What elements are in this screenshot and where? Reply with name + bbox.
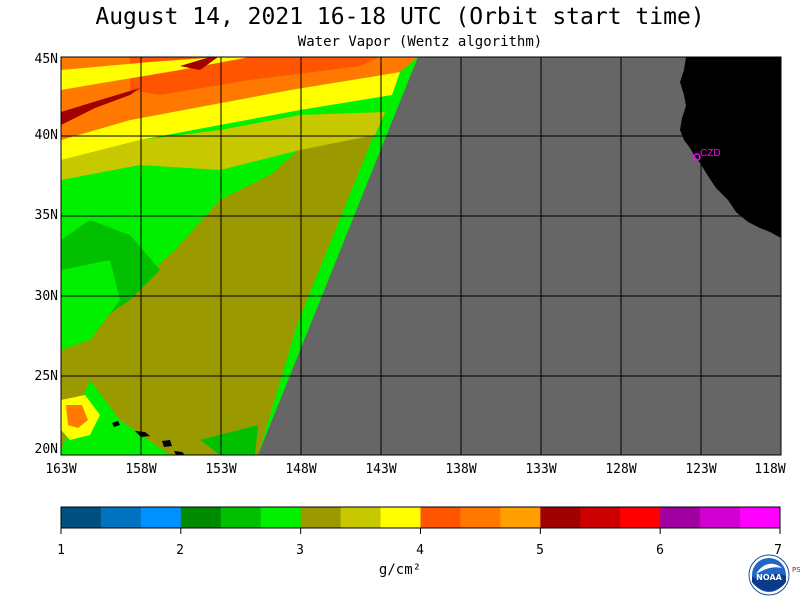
hawaii-island-4: [174, 451, 185, 455]
colorbar-swatch: [100, 507, 142, 528]
lon-label-148w: 148W: [285, 462, 317, 477]
noaa-logo-icon: NOAA: [748, 554, 790, 596]
lon-label-153w: 153W: [205, 462, 237, 477]
colorbar-swatch: [540, 507, 581, 528]
station-marker: [693, 153, 701, 161]
colorbar-swatch: [380, 507, 421, 528]
lon-label-138w: 138W: [445, 462, 477, 477]
swath-darkred-top: [180, 57, 218, 70]
colorbar-swatch: [420, 507, 461, 528]
swath-yellow-band: [61, 72, 400, 160]
lon-label-158w: 158W: [125, 462, 157, 477]
lon-label-133w: 133W: [525, 462, 557, 477]
map-frame: [60, 56, 782, 456]
colorbar-swatch: [140, 507, 182, 528]
colorbar-swatch: [61, 507, 102, 528]
north-america-land: [680, 57, 781, 238]
swath-green-bottom: [200, 425, 258, 455]
colorbar-tick-4: 4: [416, 543, 424, 558]
swath-darkred-streak: [61, 88, 140, 125]
lon-label-123w: 123W: [685, 462, 717, 477]
map-title: August 14, 2021 16-18 UTC (Orbit start t…: [95, 4, 705, 30]
lat-label-35n: 35N: [34, 208, 58, 223]
colorbar-swatch: [500, 507, 541, 528]
colorbar-swatch: [700, 507, 741, 528]
graticule: [61, 57, 781, 455]
lat-label-40n: 40N: [34, 128, 58, 143]
colorbar: [60, 506, 781, 534]
hawaii-island-3: [162, 440, 172, 447]
noaa-logo-text: NOAA: [756, 573, 782, 582]
lon-label-118w: 118W: [754, 462, 786, 477]
lon-label-163w: 163W: [45, 462, 77, 477]
lat-label-20n: 20N: [34, 442, 58, 457]
hawaii-island-2: [135, 431, 150, 437]
psl-logo-text: PSL: [792, 566, 800, 574]
colorbar-tick-7: 7: [774, 543, 782, 558]
map-area: [61, 57, 781, 455]
colorbar-swatch: [580, 507, 621, 528]
colorbar-swatch: [460, 507, 501, 528]
colorbar-swatch: [260, 507, 302, 528]
map-subtitle: Water Vapor (Wentz algorithm): [297, 34, 543, 50]
colorbar-tick-6: 6: [656, 543, 664, 558]
colorbar-swatch: [300, 507, 342, 528]
colorbar-swatch: [620, 507, 661, 528]
lat-label-25n: 25N: [34, 369, 58, 384]
swath-lime-band: [61, 112, 385, 180]
station-label: CZD: [700, 148, 721, 159]
colorbar-tick-2: 2: [176, 543, 184, 558]
hawaii-island-1: [112, 421, 120, 427]
colorbar-unit: g/cm²: [378, 562, 422, 578]
colorbar-tick-3: 3: [296, 543, 304, 558]
colorbar-swatch: [180, 507, 222, 528]
colorbar-swatch: [740, 507, 781, 528]
colorbar-tick-5: 5: [536, 543, 544, 558]
lat-label-45n: 45N: [34, 52, 58, 67]
colorbar-tick-1: 1: [57, 543, 65, 558]
colorbar-swatch: [660, 507, 701, 528]
swath-orange-spot: [66, 405, 88, 428]
colorbar-swatch: [340, 507, 382, 528]
colorbar-swatch: [220, 507, 262, 528]
swath-lightgreen-patch: [61, 260, 120, 350]
lat-label-30n: 30N: [34, 289, 58, 304]
lon-label-128w: 128W: [605, 462, 637, 477]
lon-label-143w: 143W: [365, 462, 397, 477]
